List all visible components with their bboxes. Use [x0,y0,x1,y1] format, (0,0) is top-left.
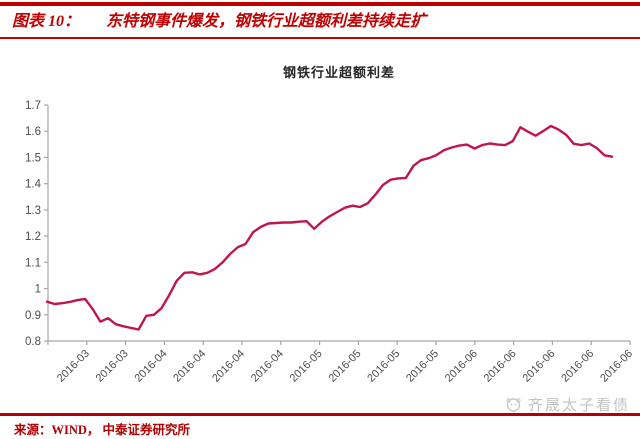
series-line [45,124,614,331]
header-divider [0,37,640,39]
x-axis-tick-label: 2016-04 [210,348,247,385]
figure-title: 东特钢事件爆发，钢铁行业超额利差持续走扩 [106,13,427,30]
watermark: 齐晟太子看债 [505,395,630,414]
chart-title: 钢铁行业超额利差 [282,65,395,80]
y-axis-tick-label: 1.4 [25,179,42,191]
watermark-text: 齐晟太子看债 [527,396,630,414]
y-axis-tick-label: 1.2 [25,231,41,243]
figure-label: 图表 10： [12,13,81,30]
y-axis-tick-label: 1.6 [25,126,41,138]
x-axis-tick-label: 2016-06 [482,348,519,385]
x-axis-tick-label: 2016-05 [365,348,402,385]
x-axis-tick-label: 2016-05 [288,348,325,385]
x-axis-tick-label: 2016-04 [249,348,286,385]
x-axis-tick-label: 2016-05 [404,348,441,385]
x-axis-tick-label: 2016-06 [443,348,480,385]
x-axis-tick-label: 2016-04 [132,348,169,385]
y-axis-tick-label: 1.5 [25,152,41,164]
figure-header: 图表 10： 东特钢事件爆发，钢铁行业超额利差持续走扩 [12,10,628,34]
x-axis-tick-label: 2016-03 [55,348,92,385]
x-axis-tick-label: 2016-06 [598,348,635,385]
y-axis-tick-label: 0.9 [25,310,41,322]
y-axis-tick-label: 1.1 [25,257,41,269]
x-axis-tick-label: 2016-06 [520,348,557,385]
y-axis-tick-label: 1 [35,284,41,296]
y-axis-tick-label: 1.3 [25,205,41,217]
x-axis-tick-label: 2016-06 [559,348,596,385]
y-axis-tick-label: 0.8 [25,336,41,348]
x-axis-tick-label: 2016-04 [171,348,208,385]
y-axis-tick-label: 1.7 [25,100,41,112]
x-axis-tick-label: 2016-05 [326,348,363,385]
top-accent-bar [0,2,640,6]
source-text: 来源：WIND， 中泰证券研究所 [14,423,191,437]
x-axis-tick-label: 2016-03 [94,348,131,385]
footer-divider [0,413,640,416]
panda-face-icon [506,397,521,412]
